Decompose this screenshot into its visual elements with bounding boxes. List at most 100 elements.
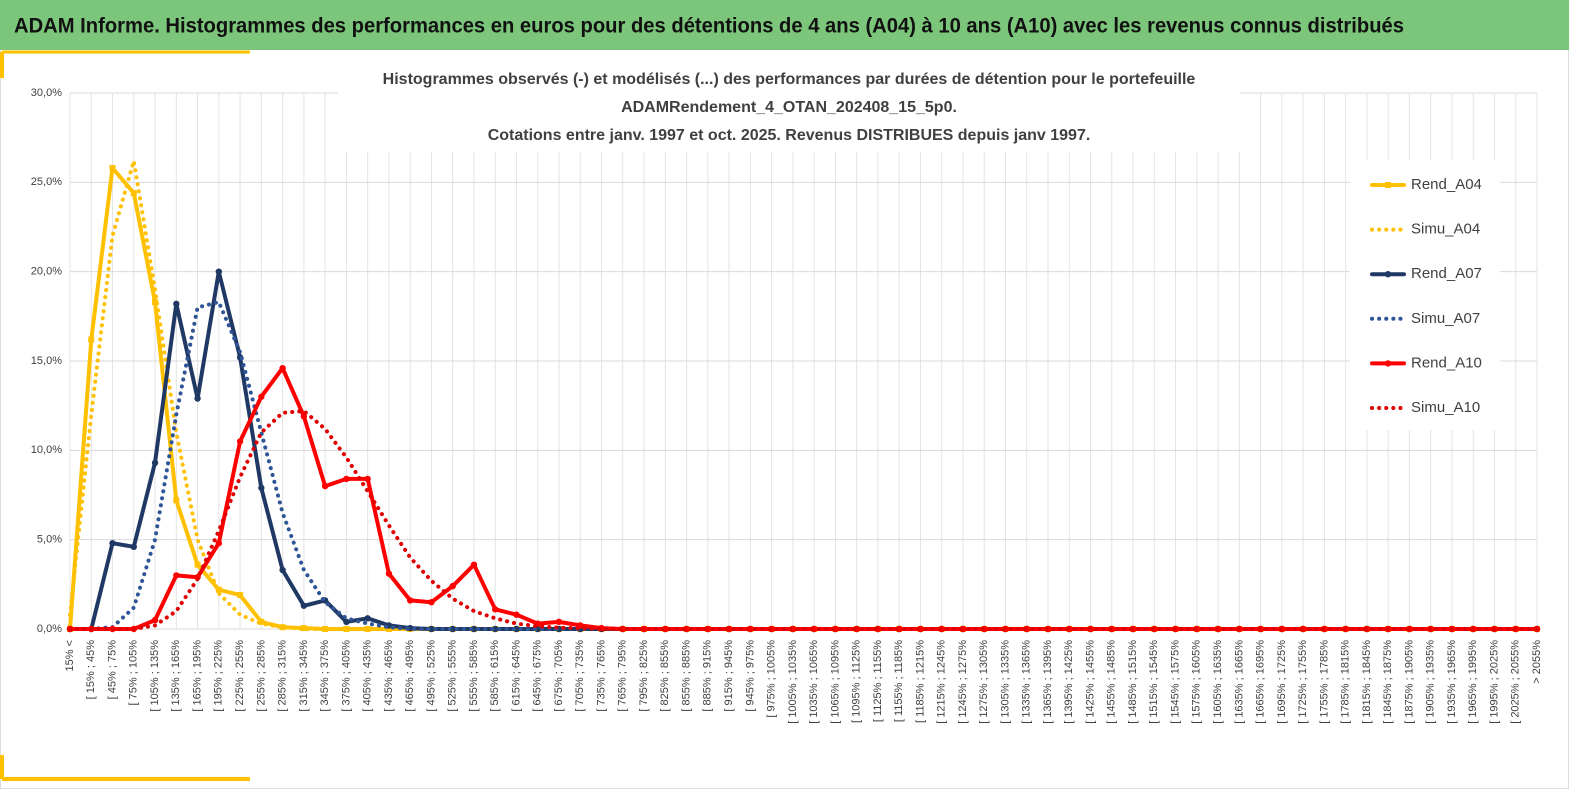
marker	[321, 482, 329, 490]
x-tick-label: [ 1305% ; 1335%	[999, 640, 1011, 724]
legend-label: Rend_A04	[1411, 176, 1482, 193]
marker	[215, 268, 223, 275]
x-tick-label: [ 1695% ; 1725%	[1276, 640, 1288, 724]
marker	[88, 336, 95, 343]
x-tick-label: [ 1515% ; 1545%	[1148, 640, 1160, 724]
legend-label: Rend_A07	[1411, 265, 1482, 282]
x-tick-label: [ 555% ; 585%	[468, 640, 480, 712]
marker	[130, 543, 137, 551]
x-tick-label: [ 1845% ; 1875%	[1382, 640, 1394, 724]
x-tick-label: [ 885% ; 915%	[702, 640, 714, 712]
marker	[173, 572, 180, 579]
marker	[385, 570, 393, 577]
x-tick-label: [ 1005% ; 1035%	[787, 640, 799, 724]
marker	[151, 616, 159, 624]
x-tick-label: [ 465% ; 495%	[404, 640, 416, 712]
x-tick-label: [ 1665% ; 1695%	[1255, 640, 1267, 724]
x-tick-label: [ 1965% ; 1995%	[1467, 640, 1479, 724]
chart-title: Histogrammes observés (-) et modélisés (…	[338, 64, 1240, 152]
x-tick-label: [ 1455% ; 1485%	[1106, 640, 1118, 724]
x-tick-label: [ 15% ; 45%	[85, 640, 97, 700]
marker	[194, 561, 201, 568]
x-tick-label: [ 735% ; 765%	[595, 640, 607, 712]
x-tick-label: [ 525% ; 555%	[447, 640, 459, 712]
x-tick-label: [ 345% ; 375%	[319, 640, 331, 712]
x-tick-label: [ 225% ; 255%	[234, 640, 246, 712]
x-tick-label: [ 1785% ; 1815%	[1340, 640, 1352, 724]
marker	[173, 300, 180, 308]
x-tick-label: [ 195% ; 225%	[213, 640, 225, 712]
x-tick-label: [ 45% ; 75%	[106, 640, 118, 700]
marker	[279, 624, 286, 631]
x-tick-label: [ 1125% ; 1155%	[872, 640, 884, 722]
y-tick-label: 25,0%	[31, 176, 62, 188]
x-tick-label: [ 1365% ; 1395%	[1042, 640, 1054, 724]
y-tick-label: 30,0%	[31, 87, 62, 99]
marker	[492, 606, 499, 613]
legend-marker	[1385, 182, 1391, 188]
marker	[194, 395, 201, 402]
marker	[428, 625, 435, 633]
x-tick-label: [ 1545% ; 1575%	[1169, 640, 1181, 724]
legend-label: Rend_A10	[1411, 354, 1482, 371]
x-tick-label: [ 825% ; 855%	[659, 640, 671, 712]
title-line: Cotations entre janv. 1997 et oct. 2025.…	[488, 127, 1091, 144]
x-tick-label: [ 1395% ; 1425%	[1063, 640, 1075, 724]
marker	[343, 618, 350, 626]
x-tick-label: [ 1935% ; 1965%	[1446, 640, 1458, 724]
x-tick-label: [ 1905% ; 1935%	[1425, 640, 1437, 724]
x-tick-label: [ 975% ; 1005%	[766, 640, 778, 718]
marker	[322, 626, 329, 632]
x-tick-label: [ 375% ; 405%	[340, 640, 352, 712]
x-tick-label: [ 165% ; 195%	[191, 640, 203, 712]
x-tick-label: [ 1725% ; 1755%	[1297, 640, 1309, 724]
marker	[492, 625, 499, 633]
plot: 15% < [ 15% ; 45% [ 45% ; 75% [ 75% ; 105% […	[31, 87, 1543, 724]
y-tick-label: 5,0%	[37, 534, 62, 546]
marker	[555, 618, 563, 626]
marker	[343, 626, 350, 632]
marker	[258, 484, 265, 492]
marker	[215, 586, 222, 593]
x-tick-label: [ 315% ; 345%	[298, 640, 310, 712]
marker	[343, 475, 350, 483]
x-tick-label: [ 705% ; 735%	[574, 640, 586, 712]
x-tick-label: [ 1155% ; 1185%	[893, 640, 905, 722]
x-tick-label: [ 1185% ; 1215%	[914, 640, 926, 723]
x-tick-label: [ 1065% ; 1095%	[829, 640, 841, 724]
x-tick-label: [ 1095% ; 1125%	[851, 640, 863, 723]
x-tick-label: [ 495% ; 525%	[425, 640, 437, 712]
x-tick-label: [ 285% ; 315%	[277, 640, 289, 712]
marker	[364, 626, 371, 632]
marker	[406, 597, 414, 604]
y-tick-label: 20,0%	[31, 266, 62, 278]
legend-label: Simu_A04	[1411, 221, 1480, 238]
marker	[215, 540, 223, 547]
marker	[364, 475, 371, 483]
legend-label: Simu_A10	[1411, 399, 1480, 416]
marker	[449, 625, 456, 633]
marker	[428, 599, 435, 606]
x-tick-label: 15% <	[64, 640, 76, 672]
legend-marker	[1384, 271, 1392, 278]
x-tick-label: [ 675% ; 705%	[553, 640, 565, 712]
x-tick-label: [ 1875% ; 1905%	[1403, 640, 1415, 724]
y-tick-label: 0,0%	[37, 623, 62, 635]
y-tick-label: 10,0%	[31, 444, 62, 456]
marker	[258, 618, 265, 625]
x-tick-label: [ 615% ; 645%	[510, 640, 522, 712]
marker	[449, 582, 456, 590]
y-tick-label: 15,0%	[31, 355, 62, 367]
marker	[470, 625, 478, 633]
x-tick-label: [ 105% ; 135%	[149, 640, 161, 712]
x-tick-label: [ 435% ; 465%	[383, 640, 395, 712]
x-tick-label: [ 1635% ; 1665%	[1233, 640, 1245, 724]
x-tick-label: [ 1815% ; 1845%	[1361, 640, 1373, 724]
x-tick-label: [ 405% ; 435%	[362, 640, 374, 712]
marker	[152, 299, 159, 306]
x-tick-label: [ 1485% ; 1515%	[1127, 640, 1139, 724]
x-tick-label: [ 855% ; 885%	[680, 640, 692, 712]
marker	[470, 561, 478, 568]
marker	[151, 459, 159, 467]
